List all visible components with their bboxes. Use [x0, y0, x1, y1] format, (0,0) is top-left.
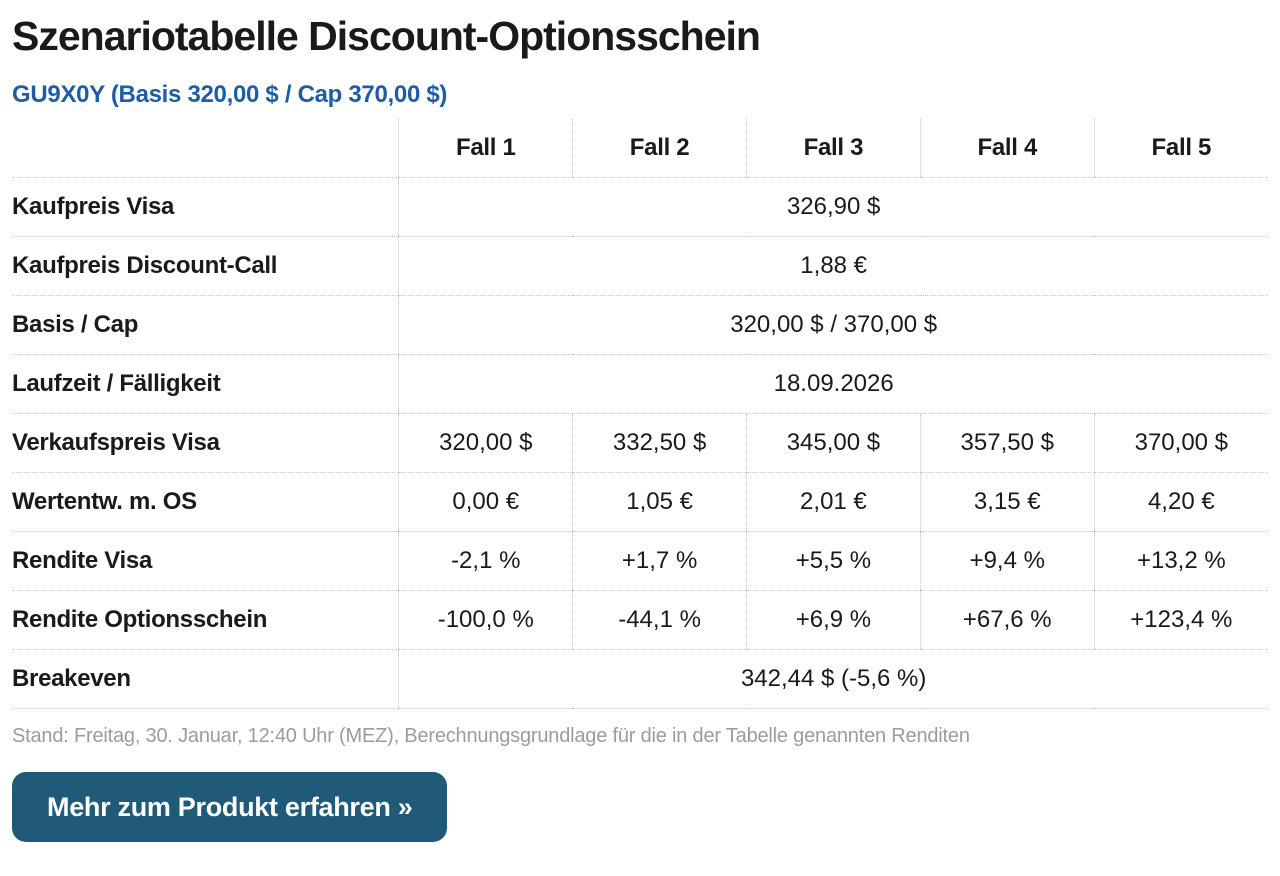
- cell-value: 1,05 €: [572, 472, 747, 533]
- product-subtitle: GU9X0Y (Basis 320,00 $ / Cap 370,00 $): [12, 81, 448, 109]
- status-note: Stand: Freitag, 30. Januar, 12:40 Uhr (M…: [12, 725, 970, 748]
- table-row: Wertentw. m. OS 0,00 € 1,05 € 2,01 € 3,1…: [12, 472, 1268, 533]
- merged-cell-value: 18.09.2026: [398, 354, 1268, 415]
- cell-value: +67,6 %: [919, 590, 1095, 651]
- row-label: Breakeven: [12, 649, 399, 710]
- merged-cell-value: 342,44 $ (-5,6 %): [398, 649, 1268, 710]
- row-label: Verkaufspreis Visa: [12, 413, 399, 474]
- cell-value: 345,00 $: [746, 413, 921, 474]
- row-label: Wertentw. m. OS: [12, 472, 399, 533]
- cell-value: -44,1 %: [572, 590, 747, 651]
- row-label: Kaufpreis Visa: [12, 177, 399, 238]
- table-row: Kaufpreis Visa 326,90 $: [12, 177, 1268, 238]
- merged-cell-value: 1,88 €: [398, 236, 1268, 297]
- scenario-table: Fall 1 Fall 2 Fall 3 Fall 4 Fall 5 Kaufp…: [12, 118, 1268, 710]
- cell-value: -2,1 %: [398, 531, 573, 592]
- table-row: Verkaufspreis Visa 320,00 $ 332,50 $ 345…: [12, 413, 1268, 474]
- cell-value: 2,01 €: [746, 472, 921, 533]
- cell-value: 320,00 $: [398, 413, 573, 474]
- cell-value: +9,4 %: [919, 531, 1095, 592]
- column-header-fall-4: Fall 4: [919, 118, 1095, 179]
- table-row: Rendite Optionsschein -100,0 % -44,1 % +…: [12, 590, 1268, 651]
- cell-value: 3,15 €: [919, 472, 1095, 533]
- table-row: Laufzeit / Fälligkeit 18.09.2026: [12, 354, 1268, 415]
- row-label: Basis / Cap: [12, 295, 399, 356]
- table-header-row: Fall 1 Fall 2 Fall 3 Fall 4 Fall 5: [12, 118, 1268, 179]
- merged-cell-value: 320,00 $ / 370,00 $: [398, 295, 1268, 356]
- table-row: Basis / Cap 320,00 $ / 370,00 $: [12, 295, 1268, 356]
- page-title: Szenariotabelle Discount-Optionsschein: [12, 13, 761, 59]
- table-row: Rendite Visa -2,1 % +1,7 % +5,5 % +9,4 %…: [12, 531, 1268, 592]
- row-label: Rendite Optionsschein: [12, 590, 399, 651]
- cell-value: +1,7 %: [572, 531, 747, 592]
- row-label: Kaufpreis Discount-Call: [12, 236, 399, 297]
- cell-value: +13,2 %: [1093, 531, 1268, 592]
- page: Szenariotabelle Discount-Optionsschein G…: [12, 13, 1268, 843]
- cell-value: 4,20 €: [1093, 472, 1268, 533]
- corner-cell: [12, 118, 399, 179]
- cell-value: +5,5 %: [746, 531, 921, 592]
- cell-value: 370,00 $: [1093, 413, 1268, 474]
- column-header-fall-5: Fall 5: [1093, 118, 1268, 179]
- table-row: Kaufpreis Discount-Call 1,88 €: [12, 236, 1268, 297]
- cell-value: +123,4 %: [1093, 590, 1268, 651]
- product-cta-button[interactable]: Mehr zum Produkt erfahren »: [12, 772, 448, 843]
- cell-value: 357,50 $: [919, 413, 1095, 474]
- cell-value: 0,00 €: [398, 472, 573, 533]
- table-row: Breakeven 342,44 $ (-5,6 %): [12, 649, 1268, 710]
- column-header-fall-3: Fall 3: [746, 118, 921, 179]
- row-label: Rendite Visa: [12, 531, 399, 592]
- column-header-fall-1: Fall 1: [398, 118, 573, 179]
- column-header-fall-2: Fall 2: [572, 118, 747, 179]
- row-label: Laufzeit / Fälligkeit: [12, 354, 399, 415]
- merged-cell-value: 326,90 $: [398, 177, 1268, 238]
- cell-value: +6,9 %: [746, 590, 921, 651]
- cell-value: 332,50 $: [572, 413, 747, 474]
- cell-value: -100,0 %: [398, 590, 573, 651]
